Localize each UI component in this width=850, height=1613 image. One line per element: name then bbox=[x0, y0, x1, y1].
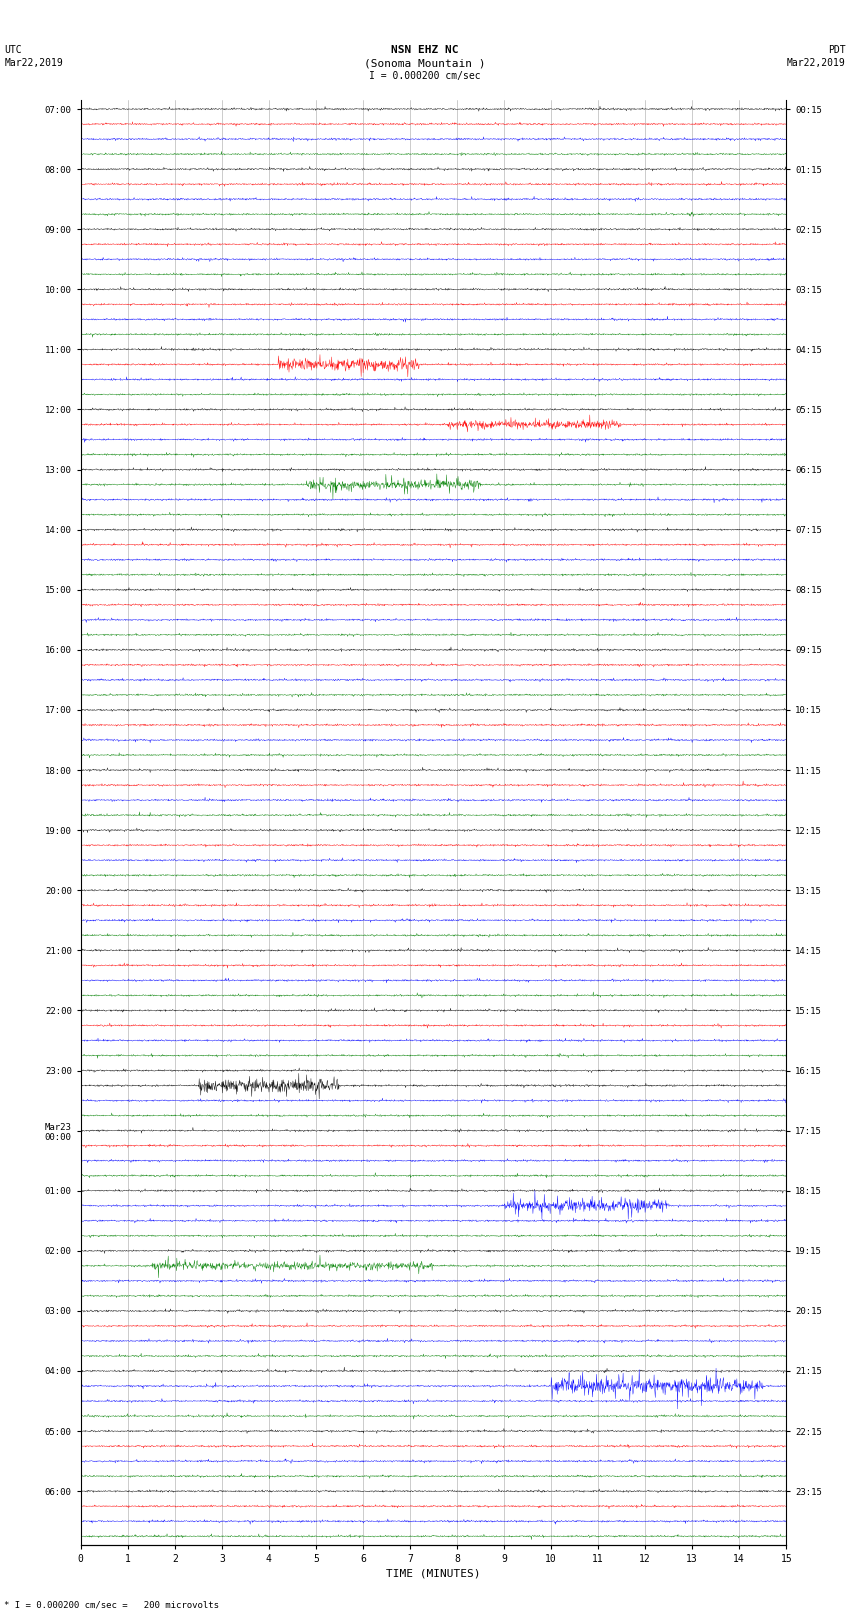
Text: UTC: UTC bbox=[4, 45, 22, 55]
X-axis label: TIME (MINUTES): TIME (MINUTES) bbox=[386, 1568, 481, 1579]
Text: Mar22,2019: Mar22,2019 bbox=[787, 58, 846, 68]
Text: Mar22,2019: Mar22,2019 bbox=[4, 58, 63, 68]
Text: I = 0.000200 cm/sec: I = 0.000200 cm/sec bbox=[369, 71, 481, 81]
Text: NSN EHZ NC: NSN EHZ NC bbox=[391, 45, 459, 55]
Text: PDT: PDT bbox=[828, 45, 846, 55]
Text: * I = 0.000200 cm/sec =   200 microvolts: * I = 0.000200 cm/sec = 200 microvolts bbox=[4, 1600, 219, 1610]
Text: (Sonoma Mountain ): (Sonoma Mountain ) bbox=[365, 58, 485, 68]
